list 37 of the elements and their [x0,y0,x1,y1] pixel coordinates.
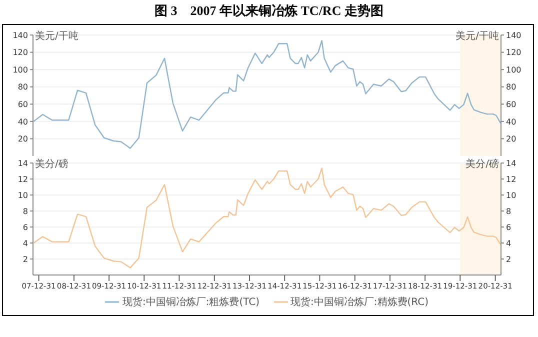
y2-tick-label: 8 [506,206,512,216]
y-tick-label: 4 [22,238,28,248]
y-tick-label: 80 [18,82,28,92]
y-tick-label: 60 [18,100,28,109]
y2-tick-label: 60 [506,100,516,109]
y-tick-label: 14 [18,158,28,168]
y-tick-label: 100 [12,65,28,74]
y-tick-label: 20 [18,134,28,144]
y-tick-label: 120 [12,48,28,58]
y2-tick-label: 80 [506,82,516,92]
y-tick-label: 40 [18,117,28,126]
line-series [33,168,501,268]
y2-tick-label: 40 [506,117,516,126]
y-tick-label: 6 [22,222,28,232]
chart-title: 图 3 2007 年以来铜冶炼 TC/RC 走势图 [154,2,384,20]
legend-label: 现货:中国铜冶炼厂:精炼费(RC) [290,296,429,309]
line-series [33,40,501,149]
y2-tick-label: 4 [506,238,512,248]
y2-tick-label: 12 [506,174,516,184]
legend-label: 现货:中国铜冶炼厂:粗炼费(TC) [122,296,260,309]
y2-axis-title: 美元/干吨 [456,30,499,43]
y2-tick-label: 10 [506,190,516,200]
y2-tick-label: 20 [506,134,516,144]
y-tick-label: 2 [22,254,28,264]
y2-tick-label: 2 [506,254,512,264]
y2-tick-label: 140 [506,30,522,40]
y-axis-title: 美分/磅 [35,158,68,171]
y2-tick-label: 14 [506,158,516,168]
y-axis-title: 美元/干吨 [35,30,78,43]
y-tick-label: 140 [12,30,28,40]
y-tick-label: 12 [18,174,28,184]
y2-tick-label: 6 [506,222,512,232]
y2-tick-label: 100 [506,65,522,74]
y-tick-label: 10 [18,190,28,200]
y2-tick-label: 120 [506,48,522,58]
y-tick-label: 8 [22,206,28,216]
y2-axis-title: 美分/磅 [466,158,499,171]
